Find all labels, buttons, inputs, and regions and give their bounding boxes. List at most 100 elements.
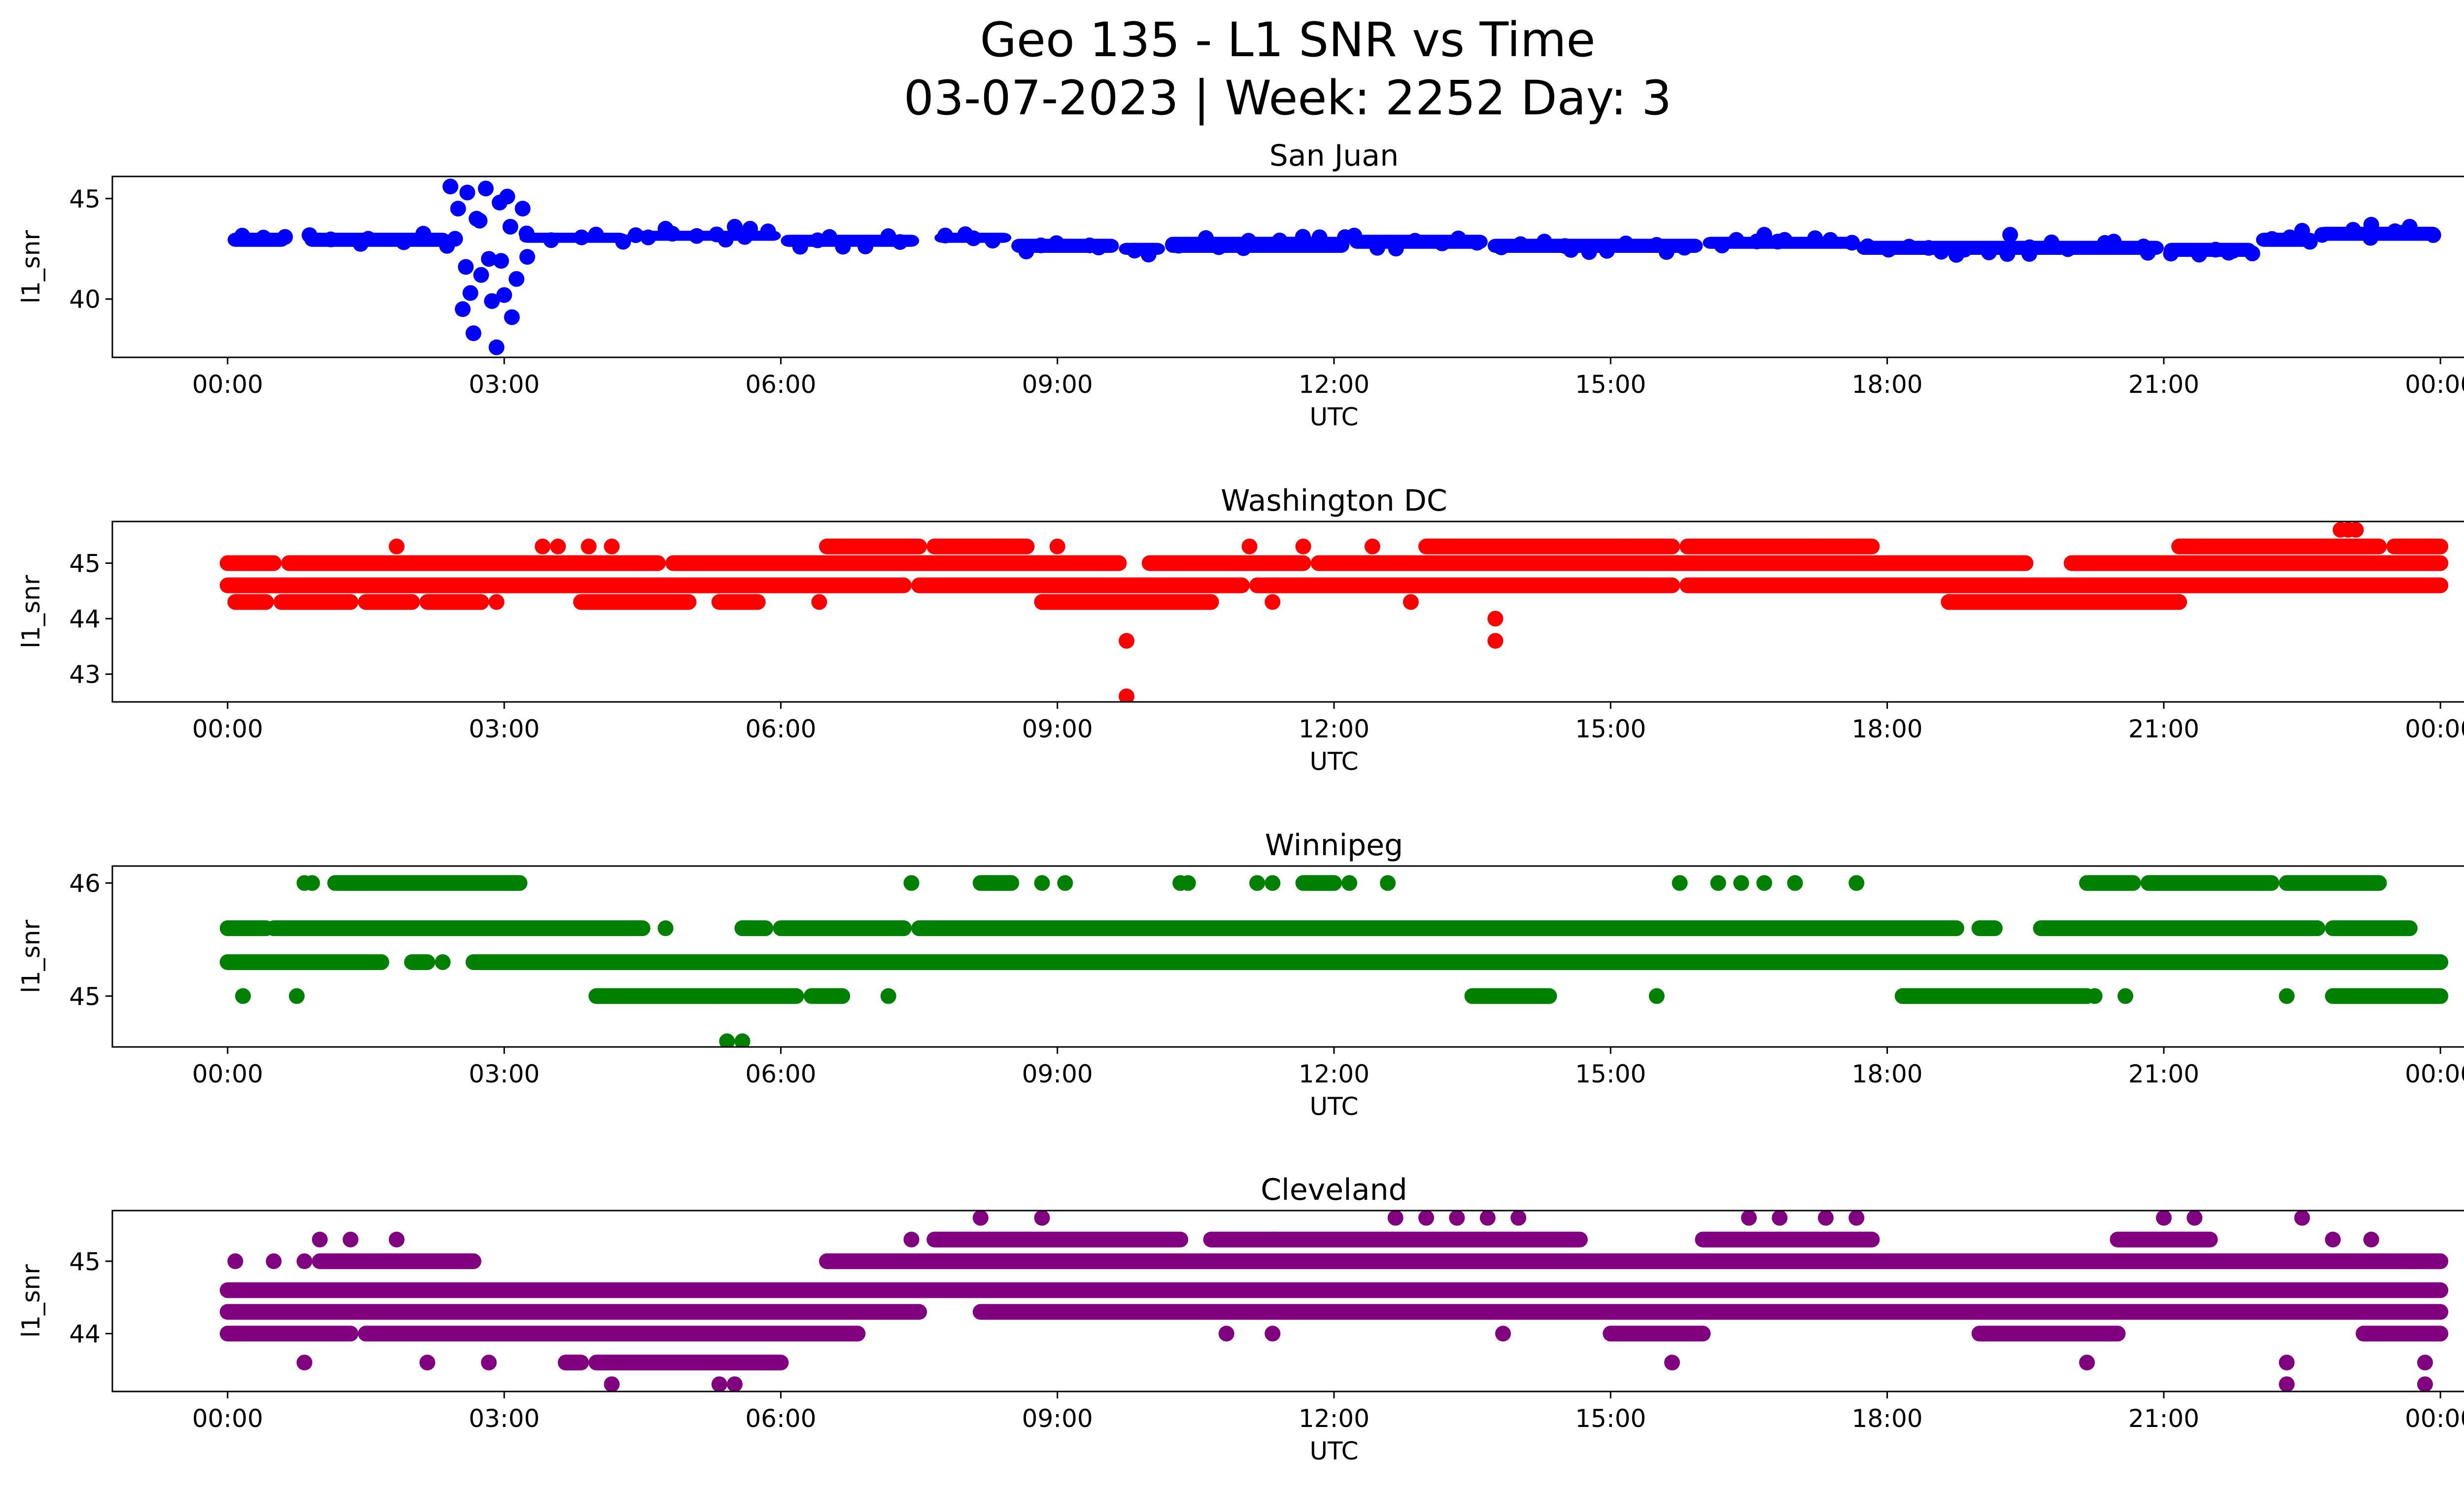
subplot-cleveland: 00:00 03:00 06:00 09:00 12:00 15:00 18:00 21:00… <box>17 1173 2464 1465</box>
snr-band <box>304 233 451 247</box>
data-point <box>1581 244 1597 260</box>
data-point <box>2225 243 2241 259</box>
data-point <box>488 339 505 355</box>
data-point <box>1487 611 1504 627</box>
x-tick-label: 21:00 <box>2128 1404 2199 1433</box>
data-point <box>1658 244 1675 260</box>
data-point <box>543 232 559 248</box>
data-point <box>1618 235 1634 251</box>
data-point <box>509 271 525 287</box>
data-point <box>903 1231 920 1248</box>
x-tick-label: 03:00 <box>469 715 540 743</box>
data-point <box>1018 243 1034 260</box>
data-point <box>502 218 518 235</box>
data-point <box>1714 238 1730 254</box>
data-point <box>734 920 751 937</box>
data-point <box>1648 988 1665 1004</box>
data-point <box>1469 235 1485 251</box>
data-point <box>965 230 982 246</box>
data-point <box>1787 875 1803 891</box>
data-point <box>1728 232 1745 248</box>
data-point <box>2332 522 2349 538</box>
data-point <box>493 253 509 269</box>
data-point <box>302 227 318 243</box>
subplot-title: Winnipeg <box>1265 828 1403 863</box>
data-point <box>419 1355 436 1371</box>
data-point <box>447 231 463 247</box>
data-point <box>1741 1211 1757 1226</box>
data-point <box>342 1231 359 1248</box>
data-point <box>1848 1211 1865 1226</box>
data-point <box>1479 1211 1496 1226</box>
subplot-title: San Juan <box>1269 139 1399 173</box>
x-tick-label: 03:00 <box>469 1060 540 1088</box>
data-point <box>480 251 497 267</box>
data-point <box>255 230 272 246</box>
data-point <box>1346 227 1363 243</box>
x-tick-label: 18:00 <box>1852 1404 1923 1433</box>
data-point <box>792 239 808 255</box>
data-point <box>1265 594 1281 610</box>
data-point <box>478 180 494 197</box>
data-point <box>519 249 535 265</box>
x-tick-label: 15:00 <box>1575 1404 1646 1433</box>
x-tick-label: 06:00 <box>745 715 816 743</box>
data-point <box>2363 1231 2379 1248</box>
y-tick-label: 44 <box>69 1320 101 1349</box>
data-point <box>1127 243 1143 259</box>
data-point <box>1756 875 1773 891</box>
data-point <box>499 188 515 205</box>
data-point <box>1920 240 1937 256</box>
data-point <box>1493 239 1509 255</box>
x-tick-label: 18:00 <box>1852 1060 1923 1088</box>
series-marks <box>219 522 2449 702</box>
data-point <box>311 1231 328 1248</box>
data-point <box>2264 231 2280 247</box>
data-point <box>266 1253 282 1269</box>
data-point <box>574 229 590 245</box>
data-point <box>250 1282 267 1298</box>
x-tick-label: 00:00 <box>192 1060 263 1088</box>
subplot-title: Cleveland <box>1261 1173 1407 1207</box>
data-point <box>2106 234 2122 250</box>
figure-title: Geo 135 - L1 SNR vs Time 03-07-2023 | We… <box>0 11 2464 127</box>
data-point <box>742 221 758 237</box>
data-point <box>2279 1355 2295 1371</box>
subplot-washington-dc: 00:00 03:00 06:00 09:00 12:00 15:00 18:00 21:00… <box>17 484 2464 776</box>
x-tick-label: 12:00 <box>1299 1404 1369 1433</box>
data-point <box>1369 240 1385 256</box>
data-point <box>711 1376 727 1391</box>
data-point <box>2348 522 2364 538</box>
y-tick-label: 43 <box>69 661 101 689</box>
data-point <box>972 1211 989 1226</box>
data-point <box>1364 538 1380 555</box>
x-tick-label: 12:00 <box>1299 1060 1369 1088</box>
x-tick-label: 21:00 <box>2128 715 2199 743</box>
data-point <box>1341 875 1358 891</box>
data-point <box>2345 222 2361 238</box>
data-point <box>1218 1325 1234 1342</box>
data-point <box>657 920 674 937</box>
x-tick-label: 12:00 <box>1299 370 1369 399</box>
data-point <box>435 954 451 970</box>
data-point <box>1241 538 1258 555</box>
data-point <box>1981 244 1997 261</box>
data-point <box>1733 875 1749 891</box>
figure-title-line-1: Geo 135 - L1 SNR vs Time <box>980 12 1596 68</box>
data-point <box>937 227 954 243</box>
data-point <box>550 538 566 555</box>
data-point <box>810 232 826 248</box>
data-point <box>454 301 471 317</box>
x-tick-label: 06:00 <box>745 1060 816 1088</box>
data-point <box>415 226 431 242</box>
x-tick-label: 03:00 <box>469 370 540 399</box>
data-point <box>1034 594 1050 610</box>
data-point <box>1563 242 1579 258</box>
data-point <box>465 325 481 342</box>
data-point <box>2363 216 2379 233</box>
y-axis-label: l1_snr <box>17 920 45 993</box>
data-point <box>857 238 874 254</box>
data-point <box>1119 633 1135 649</box>
data-point <box>1265 1325 1281 1342</box>
